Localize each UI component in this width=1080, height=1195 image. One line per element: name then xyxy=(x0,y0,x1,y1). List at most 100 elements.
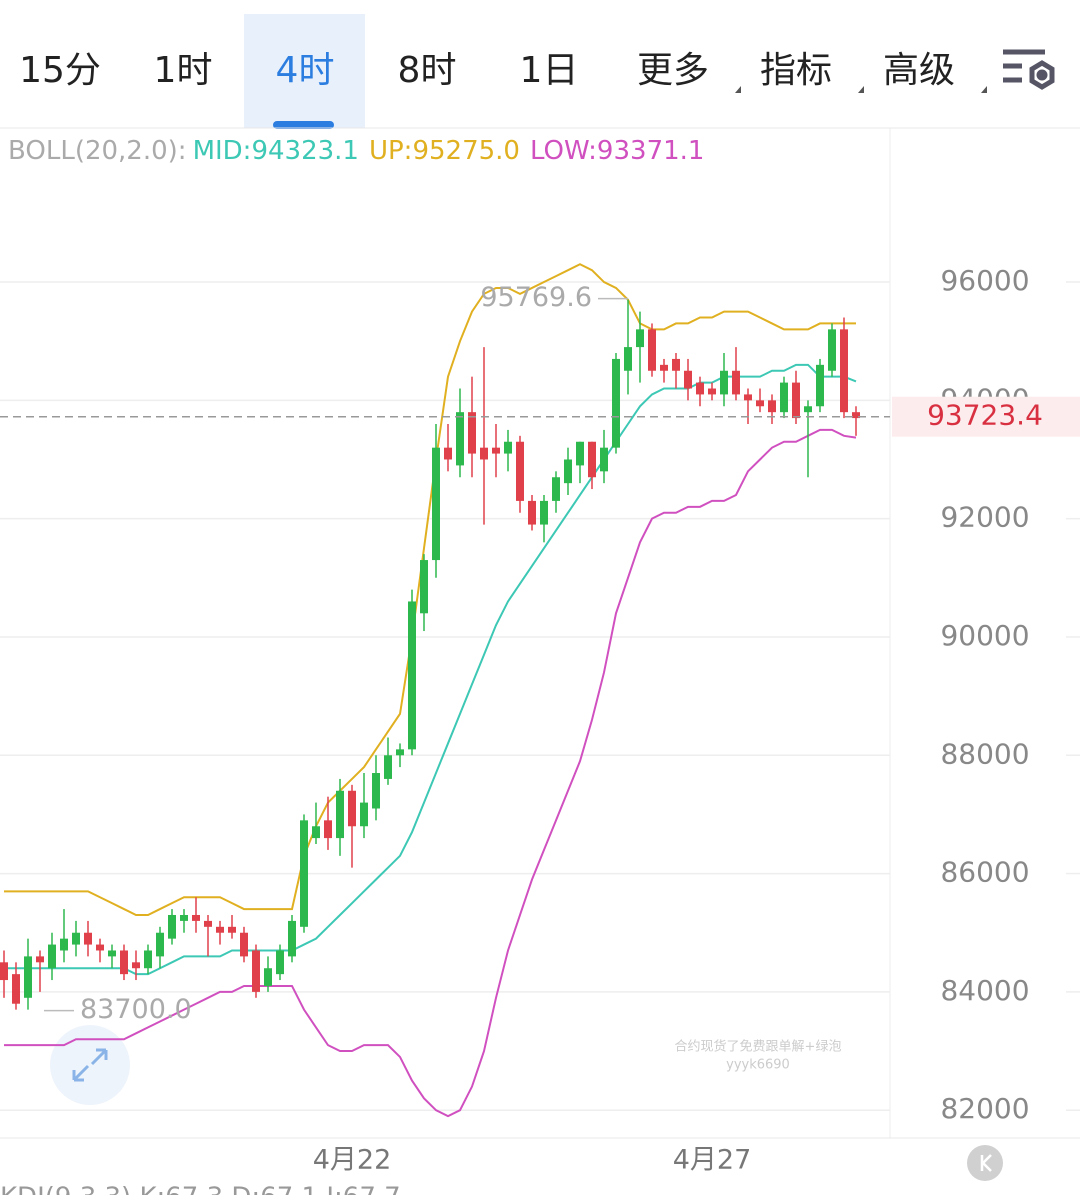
legend-entry: UP:95275.0 xyxy=(369,136,520,166)
active-tab-underline xyxy=(273,121,334,129)
legend-entry: MID:94323.1 xyxy=(193,136,359,166)
candle-body xyxy=(528,500,536,525)
candle-body xyxy=(156,932,164,957)
last-price-label: 93723.4 xyxy=(927,399,1043,432)
candle-body xyxy=(24,956,32,998)
candle-body xyxy=(372,773,380,809)
y-tick-label: 88000 xyxy=(940,737,1029,770)
candle-body xyxy=(480,447,488,460)
active-tab-bg xyxy=(244,14,365,128)
candle-body xyxy=(852,412,860,419)
candle-body xyxy=(780,382,788,413)
candle-body xyxy=(240,932,248,957)
expand-button[interactable] xyxy=(50,1025,130,1105)
k-button[interactable] xyxy=(967,1145,1003,1181)
candle-body xyxy=(348,790,356,827)
candle-body xyxy=(60,938,68,951)
candle-body xyxy=(504,441,512,454)
candle-body xyxy=(336,790,344,839)
settings-icon[interactable] xyxy=(1003,49,1055,90)
candle-body xyxy=(612,358,620,448)
candle-body xyxy=(708,388,716,395)
tab[interactable]: 15分 xyxy=(19,50,101,91)
candle-body xyxy=(300,820,308,927)
candle-body xyxy=(72,932,80,945)
candle-body xyxy=(840,329,848,413)
candle-body xyxy=(684,370,692,389)
candle-body xyxy=(216,926,224,933)
candle-body xyxy=(816,364,824,407)
k-icon xyxy=(980,1154,992,1172)
indicator-legend: BOLL(20,2.0): MID:94323.1 UP:95275.0 LOW:93… xyxy=(8,136,704,166)
candle-body xyxy=(180,914,188,921)
candle-body xyxy=(324,820,332,839)
candle-body xyxy=(540,500,548,525)
candle-body xyxy=(492,447,500,454)
candle-body xyxy=(804,406,812,413)
candle-body xyxy=(576,441,584,466)
candle-body xyxy=(396,749,404,756)
expand-icon xyxy=(72,1048,108,1082)
candle-body xyxy=(228,926,236,933)
watermark: yyyk6690 xyxy=(726,1058,790,1073)
tab[interactable]: 8时 xyxy=(398,50,457,91)
x-tick-label: 4月22 xyxy=(313,1145,392,1176)
candle-body xyxy=(108,950,116,957)
candle-body xyxy=(516,441,524,501)
y-tick-label: 90000 xyxy=(940,619,1029,652)
candle-body xyxy=(252,950,260,992)
candle-body xyxy=(468,412,476,454)
candle-body xyxy=(96,944,104,951)
candle-body xyxy=(660,364,668,371)
plot xyxy=(0,263,860,1118)
annotation: 83700.0 xyxy=(80,994,192,1025)
tab[interactable]: 1时 xyxy=(154,50,213,91)
tab[interactable]: 4时 xyxy=(276,50,335,91)
candle-body xyxy=(648,329,656,371)
y-tick-label: 86000 xyxy=(940,856,1029,889)
boll-line xyxy=(4,263,856,916)
x-tick-label: 4月27 xyxy=(673,1145,752,1176)
y-tick-label: 82000 xyxy=(940,1092,1029,1125)
candle-body xyxy=(132,962,140,969)
candle-body xyxy=(264,968,272,986)
tab[interactable]: 高级 xyxy=(883,50,955,91)
candle-body xyxy=(0,962,8,981)
indicator-name: BOLL(20,2.0): xyxy=(8,136,187,166)
candle-body xyxy=(12,974,20,1004)
candle-body xyxy=(732,370,740,395)
tab[interactable]: 更多 xyxy=(637,50,709,91)
candle-body xyxy=(168,914,176,939)
annotation: 95769.6 xyxy=(480,282,592,313)
tab[interactable]: 指标 xyxy=(760,50,832,91)
legend-entry: LOW:93371.1 xyxy=(530,136,704,166)
candle-body xyxy=(192,914,200,921)
candle-body xyxy=(420,560,428,614)
candle-body xyxy=(672,358,680,371)
candle-body xyxy=(360,802,368,827)
boll-line xyxy=(4,428,857,1118)
candle-body xyxy=(552,477,560,501)
candle-body xyxy=(144,950,152,969)
candle-body xyxy=(204,920,212,927)
candle-body xyxy=(720,370,728,395)
candle-body xyxy=(432,447,440,561)
candle-body xyxy=(588,441,596,478)
y-tick-label: 92000 xyxy=(940,501,1029,534)
candle-body xyxy=(636,329,644,348)
candle-body xyxy=(120,950,128,975)
candle-body xyxy=(444,447,452,460)
y-tick-label: 96000 xyxy=(940,264,1029,297)
boll-line xyxy=(4,363,857,976)
candle-body xyxy=(756,400,764,407)
candle-body xyxy=(792,382,800,419)
dropdown-caret xyxy=(735,86,741,93)
candle-body xyxy=(768,400,776,413)
tab[interactable]: 1日 xyxy=(520,50,579,91)
dropdown-caret xyxy=(858,86,864,93)
candle-body xyxy=(36,956,44,963)
candle-body xyxy=(456,412,464,466)
candle-body xyxy=(312,826,320,839)
candle-body xyxy=(564,459,572,484)
candle-body xyxy=(276,950,284,975)
